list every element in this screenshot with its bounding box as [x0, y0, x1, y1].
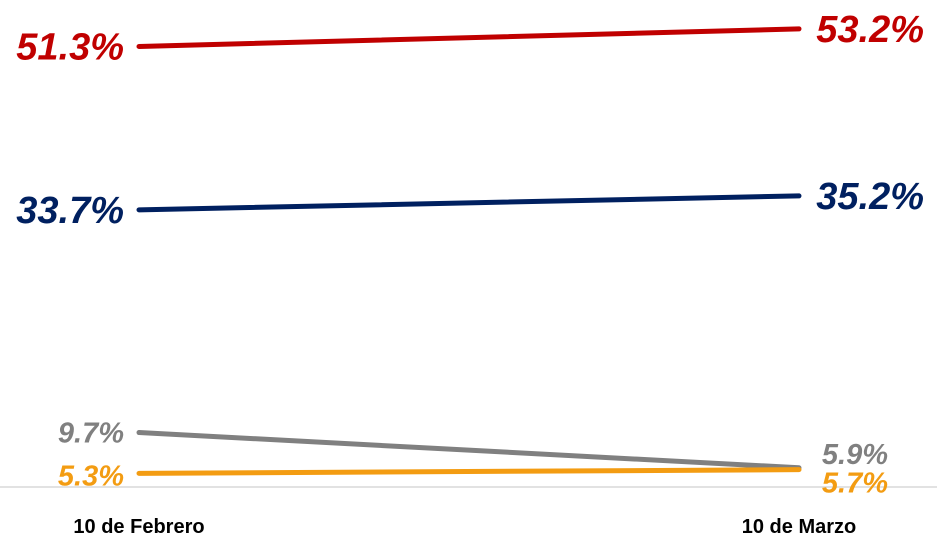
- series-3-end-label: 5.9%: [822, 439, 888, 471]
- series-2-start-label: 33.7%: [16, 190, 124, 232]
- series-4-start-label: 5.3%: [58, 460, 124, 492]
- series-4-line: [136, 467, 802, 476]
- series-3-start-label: 9.7%: [58, 418, 124, 450]
- data-labels-layer: 51.3% 53.2% 33.7% 35.2% 9.7% 5.9% 5.3% 5.7%: [16, 9, 924, 500]
- x-tick-label-2: 10 de Marzo: [742, 516, 856, 538]
- series-2-end-label: 35.2%: [816, 176, 924, 218]
- series-4-end-label: 5.7%: [822, 468, 888, 500]
- series-1-end-label: 53.2%: [816, 9, 924, 51]
- series-2-line: [136, 193, 802, 213]
- series-1-line: [136, 26, 802, 49]
- series-3-line: [136, 430, 802, 471]
- x-tick-label-1: 10 de Febrero: [73, 516, 204, 538]
- series-1-start-label: 51.3%: [16, 26, 124, 68]
- series-layer: [136, 26, 802, 476]
